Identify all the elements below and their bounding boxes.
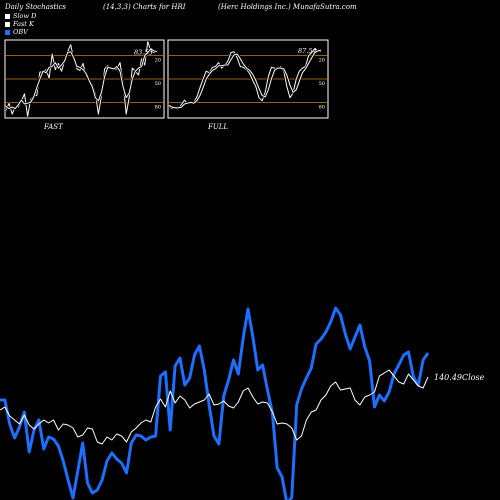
legend: Slow D Fast K OBV	[5, 12, 36, 36]
legend-swatch-slow-d	[5, 13, 10, 19]
legend-label-obv: OBV	[13, 28, 28, 36]
header-left: Daily Stochastics	[5, 3, 67, 11]
fast-series-line-1	[5, 48, 158, 110]
fast-tick-label: 50	[155, 81, 161, 87]
close-value-label: 140.49Close	[434, 373, 485, 382]
legend-label-fast-k: Fast K	[13, 20, 34, 28]
full-series-line-1	[168, 49, 322, 109]
legend-label-slow-d: Slow D	[13, 12, 37, 20]
full-panel-label: FULL	[208, 123, 229, 131]
full-last-value-label: 87.54	[298, 47, 317, 55]
fast-last-value-label: 83.53	[134, 49, 153, 57]
legend-item-slow-d: Slow D	[5, 12, 36, 20]
legend-item-obv: OBV	[5, 28, 36, 36]
full-tick-label: 50	[319, 81, 325, 87]
legend-item-fast-k: Fast K	[5, 20, 36, 28]
close-line	[0, 369, 429, 445]
legend-swatch-fast-k	[5, 21, 10, 27]
fast-tick-label: 80	[155, 104, 161, 110]
full-tick-label: 80	[319, 104, 325, 110]
header-right: (Herc Holdings Inc.) MunafaSutra.com	[218, 3, 357, 11]
fast-panel-label: FAST	[44, 123, 63, 131]
fast-tick-label: 20	[155, 58, 161, 64]
obv-line	[0, 306, 430, 500]
full-tick-label: 20	[319, 58, 325, 64]
header-center: (14,3,3) Charts for HRI	[103, 3, 186, 11]
legend-swatch-obv	[5, 29, 10, 35]
